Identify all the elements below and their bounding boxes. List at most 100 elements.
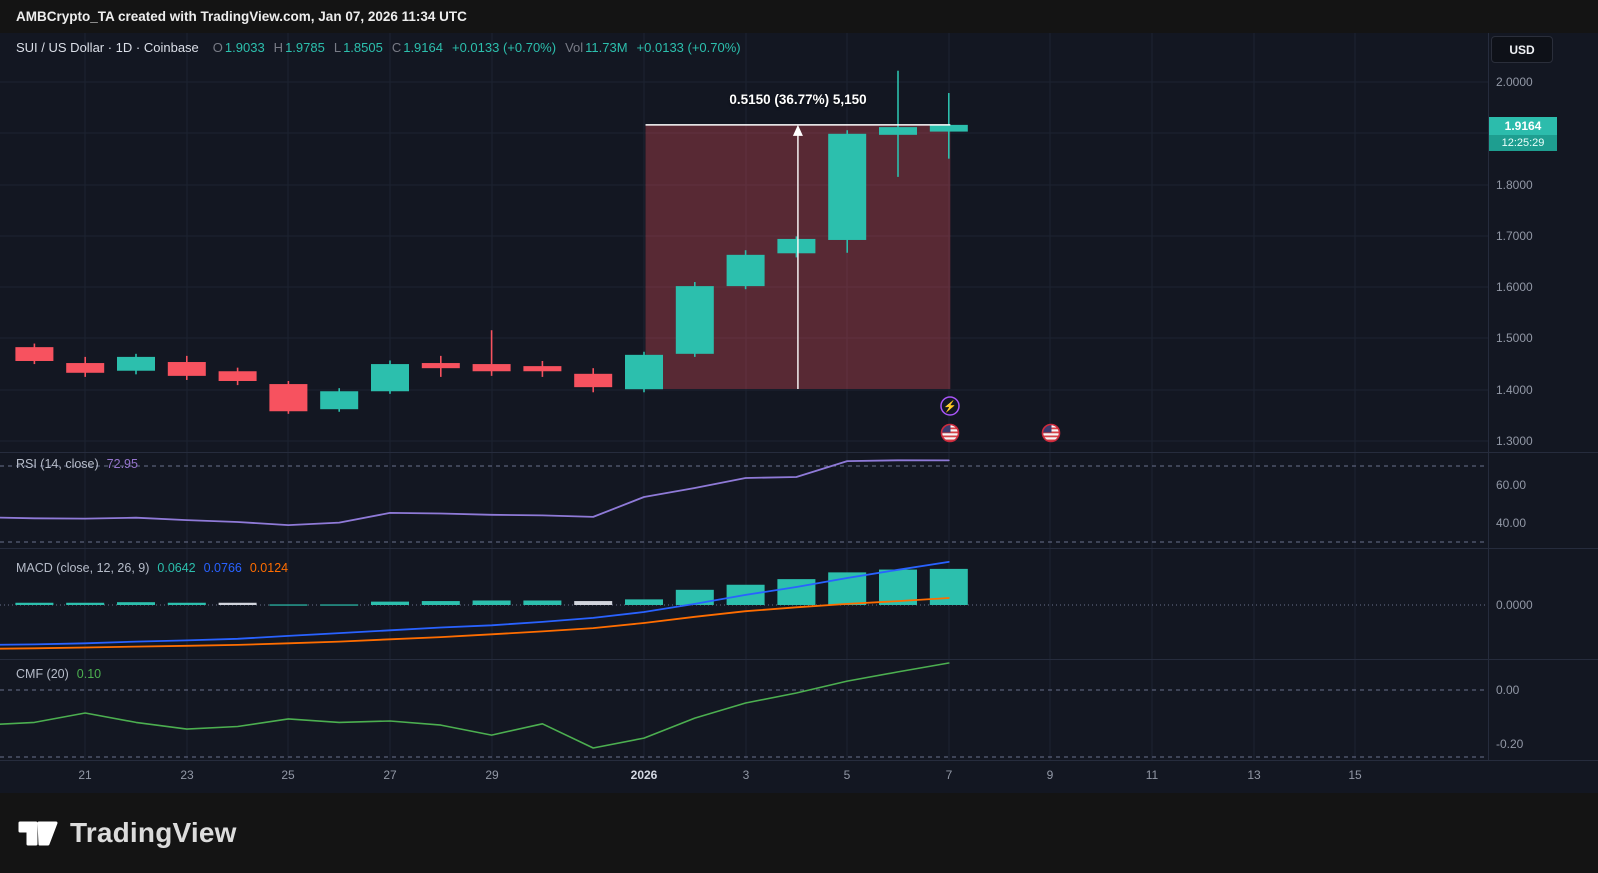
series-layer xyxy=(0,70,968,749)
volume-value: 11.73M xyxy=(585,40,628,55)
grid xyxy=(0,33,1488,760)
time-tick: 21 xyxy=(78,768,92,782)
time-tick: 25 xyxy=(281,768,295,782)
measure-tool-label: 0.5150 (36.77%) 5,150 xyxy=(729,92,867,107)
open-value: 1.9033 xyxy=(224,40,265,55)
macd-line xyxy=(0,561,950,646)
macd-hist-bar xyxy=(421,601,460,605)
macd-hist-bar xyxy=(269,604,308,606)
cmf-tick: -0.20 xyxy=(1496,737,1524,751)
candle-body xyxy=(726,254,765,287)
volume-change-value: +0.0133 (+0.70%) xyxy=(636,40,741,55)
price-tick: 1.8000 xyxy=(1496,178,1533,192)
macd-hist-bar xyxy=(15,602,54,605)
us-flag-event-icon[interactable] xyxy=(940,423,960,443)
candle-body xyxy=(320,391,359,410)
time-tick: 29 xyxy=(485,768,499,782)
rsi-tick: 60.00 xyxy=(1496,478,1526,492)
candle-body xyxy=(371,364,409,392)
macd-hist-bar xyxy=(523,600,562,605)
volume-label: Vol xyxy=(565,40,584,55)
price-tick: 1.6000 xyxy=(1496,280,1533,294)
time-tick: 23 xyxy=(180,768,194,782)
rsi-value: 72.95 xyxy=(106,457,138,471)
brand-bar: TradingView xyxy=(0,793,1598,873)
rsi-title[interactable]: RSI (14, close) xyxy=(16,457,99,471)
time-tick: 13 xyxy=(1247,768,1261,782)
macd-hist-bar xyxy=(879,569,917,605)
last-price-tag: 1.9164 12:25:29 xyxy=(1489,117,1557,151)
time-tick-year: 2026 xyxy=(631,768,658,782)
time-tick: 27 xyxy=(383,768,397,782)
candle-body xyxy=(879,127,917,135)
close-value: 1.9164 xyxy=(403,40,443,55)
time-tick: 11 xyxy=(1146,768,1159,782)
attribution-bar: AMBCrypto_TA created with TradingView.co… xyxy=(0,0,1598,33)
attribution-text: AMBCrypto_TA created with TradingView.co… xyxy=(16,9,467,24)
last-price-value: 1.9164 xyxy=(1489,117,1557,135)
macd-hist-bar xyxy=(371,601,409,605)
cmf-title[interactable]: CMF (20) xyxy=(16,667,69,681)
macd-hist-bar xyxy=(167,602,206,605)
measure-arrow-up xyxy=(792,124,803,136)
price-tick: 1.4000 xyxy=(1496,383,1533,397)
pane-separators xyxy=(0,33,1598,761)
macd-hist-bar xyxy=(320,604,359,606)
candle-body xyxy=(66,363,105,373)
candle-body xyxy=(523,366,562,372)
svg-text:⚡: ⚡ xyxy=(943,400,957,413)
candle-body xyxy=(218,371,257,381)
time-scale[interactable]: 21 23 25 27 29 2026 3 5 7 9 11 13 15 xyxy=(78,768,1362,782)
time-tick: 9 xyxy=(1047,768,1054,782)
macd-hist-bar xyxy=(574,601,613,605)
price-tick: 1.3000 xyxy=(1496,434,1533,448)
macd-hist-bar xyxy=(66,602,105,605)
event-markers: ⚡ xyxy=(940,396,1061,443)
low-label: L xyxy=(333,40,342,55)
close-label: C xyxy=(391,40,402,55)
macd-hist-bar xyxy=(625,599,663,605)
tradingview-logo-text: TradingView xyxy=(70,817,237,848)
tradingview-logo-mark xyxy=(18,821,58,846)
high-label: H xyxy=(273,40,284,55)
macd-signal-value: 0.0124 xyxy=(249,561,289,575)
candle-body xyxy=(269,384,308,412)
candle-body xyxy=(777,238,816,254)
time-tick: 3 xyxy=(743,768,750,782)
macd-hist-bar xyxy=(117,602,155,605)
change-value: +0.0133 (+0.70%) xyxy=(451,40,557,55)
macd-hist-bar xyxy=(472,600,511,605)
candle-body xyxy=(574,373,613,388)
bar-countdown-timer: 12:25:29 xyxy=(1489,135,1557,151)
symbol-legend: SUI / US Dollar · 1D · Coinbase O 1.9033… xyxy=(16,40,750,55)
price-tick: 1.7000 xyxy=(1496,229,1533,243)
cmf-legend: CMF (20) 0.10 xyxy=(16,667,101,681)
candle-body xyxy=(421,363,460,369)
symbol-title[interactable]: SUI / US Dollar · 1D · Coinbase xyxy=(16,40,199,55)
time-tick: 7 xyxy=(946,768,953,782)
cmf-value: 0.10 xyxy=(76,667,102,681)
candle-body xyxy=(15,347,54,361)
cmf-line xyxy=(0,662,950,749)
candle-body xyxy=(117,356,155,371)
time-tick: 15 xyxy=(1348,768,1362,782)
candle-body xyxy=(675,286,714,354)
open-label: O xyxy=(212,40,223,55)
candle-body xyxy=(828,133,867,240)
macd-title[interactable]: MACD (close, 12, 26, 9) xyxy=(16,561,150,575)
macd-line-value: 0.0766 xyxy=(203,561,242,575)
tradingview-logo[interactable]: TradingView xyxy=(18,813,237,853)
rsi-tick: 40.00 xyxy=(1496,516,1526,530)
low-value: 1.8505 xyxy=(343,40,383,55)
sparkle-event-icon[interactable]: ⚡ xyxy=(940,396,960,416)
us-flag-event-icon[interactable] xyxy=(1041,423,1061,443)
price-tick: 1.5000 xyxy=(1496,331,1533,345)
currency-usd-button[interactable]: USD xyxy=(1491,36,1553,63)
rsi-line xyxy=(0,459,950,526)
high-value: 1.9785 xyxy=(285,40,325,55)
macd-signal-line xyxy=(0,597,950,650)
price-scale[interactable]: 2.0000 1.8000 1.7000 1.6000 1.5000 1.400… xyxy=(1496,75,1533,751)
macd-hist-bar xyxy=(218,602,257,605)
candle-body xyxy=(625,354,663,390)
